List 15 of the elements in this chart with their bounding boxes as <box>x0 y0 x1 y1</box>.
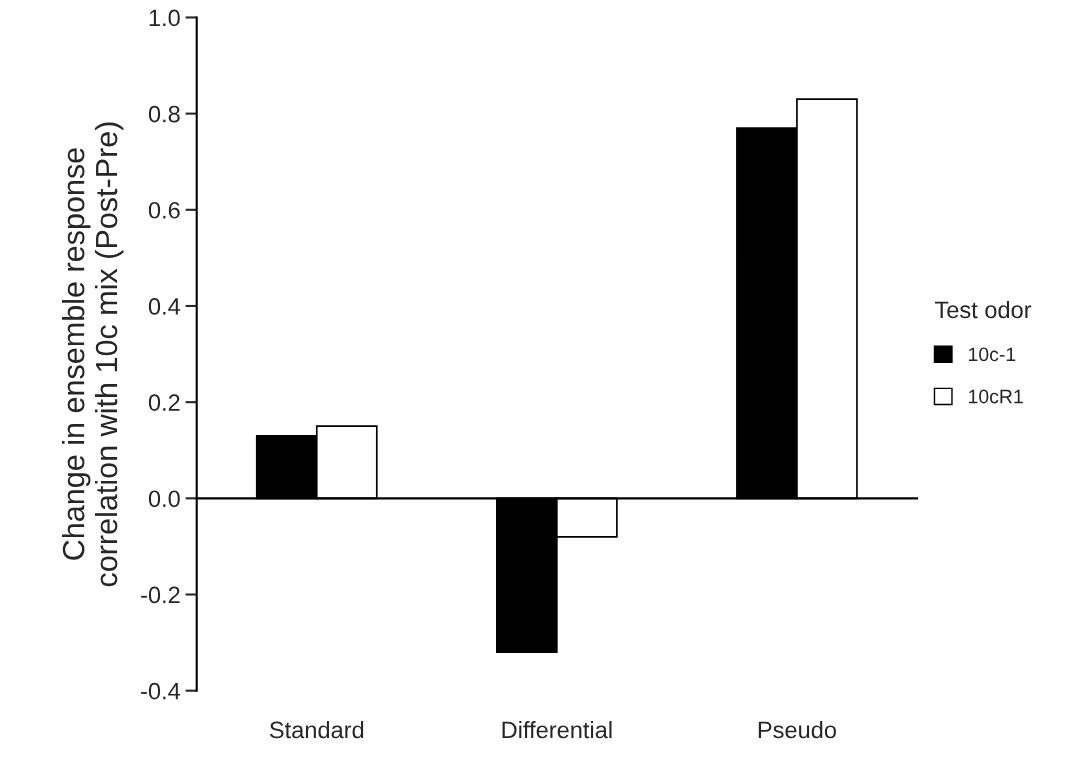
x-tick-label: Standard <box>269 720 364 739</box>
y-tick-label: 0.6 <box>148 201 180 219</box>
x-tick-label: Differential <box>502 720 612 739</box>
legend-title: Test odor <box>935 300 1032 319</box>
y-tick-label: 0.8 <box>148 105 180 123</box>
y-tick-label: 1.0 <box>149 9 180 27</box>
y-tick-label: -0.2 <box>141 586 180 604</box>
y-tick-label: 0.2 <box>148 394 180 411</box>
y-tick-label: 0.4 <box>148 298 181 315</box>
legend-label: 10cR1 <box>969 389 1023 404</box>
y-tick-label: 0.0 <box>148 490 180 508</box>
x-tick-label: Pseudo <box>758 720 836 739</box>
y-tick-label: -0.4 <box>141 682 181 700</box>
legend-label: 10c-1 <box>969 347 1016 362</box>
y-axis-title: Change in ensemble response correlation with 10c mix (Post-Pre) <box>62 122 124 587</box>
